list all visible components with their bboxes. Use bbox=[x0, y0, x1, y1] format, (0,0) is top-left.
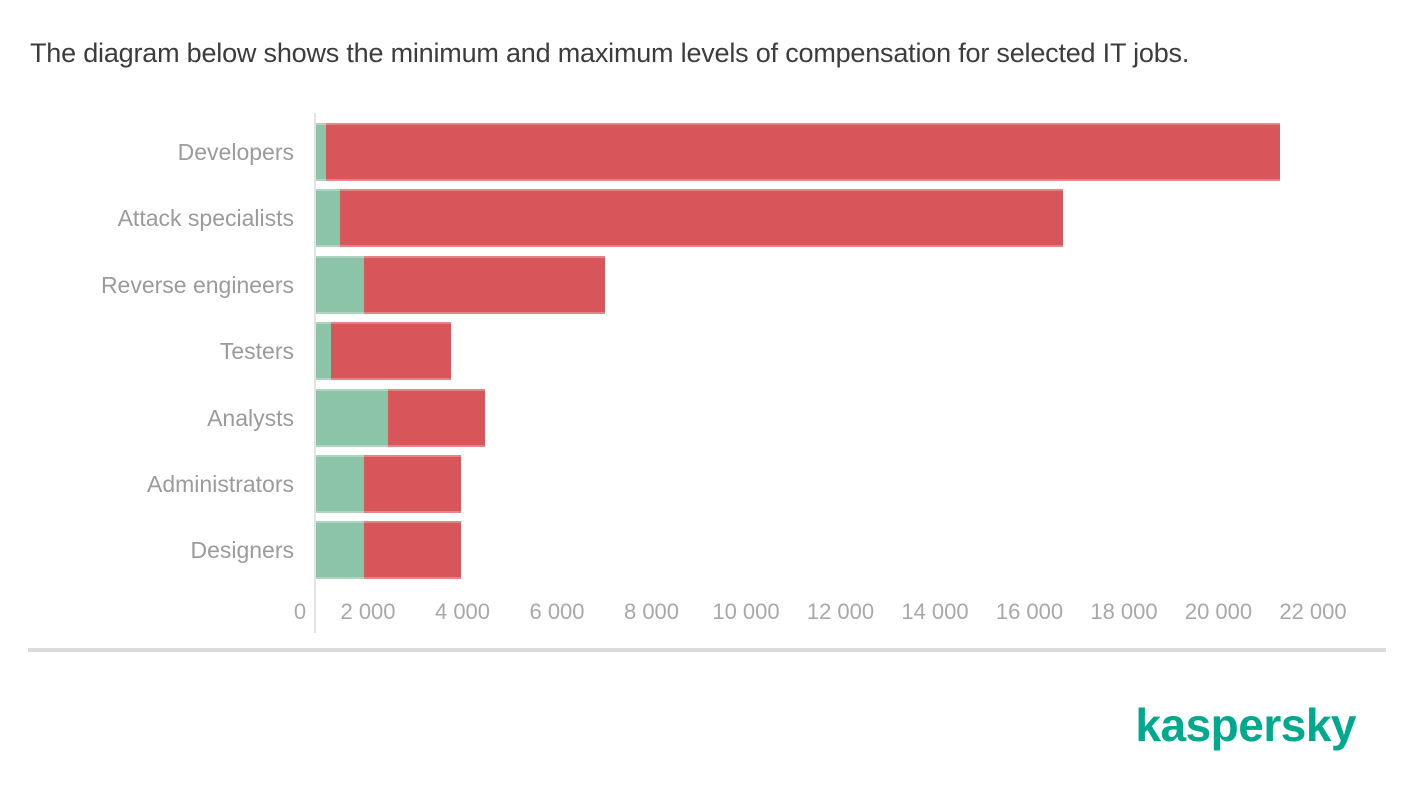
min-bar-segment bbox=[316, 455, 365, 513]
x-tick-label: 16 000 bbox=[995, 599, 1064, 624]
max-bar-segment bbox=[364, 255, 606, 314]
min-bar-segment bbox=[316, 322, 331, 381]
separator-line bbox=[28, 648, 1386, 652]
category-label: Developers bbox=[177, 139, 294, 165]
category-label: Analysts bbox=[207, 404, 294, 431]
x-tick-label: 8 000 bbox=[623, 599, 680, 624]
bar-row bbox=[316, 123, 1280, 181]
category-label: Reverse engineers bbox=[100, 271, 294, 298]
min-bar-segment bbox=[316, 189, 341, 248]
x-tick-label: 20 000 bbox=[1184, 599, 1253, 624]
x-tick-label: 12 000 bbox=[806, 599, 875, 624]
max-bar-segment bbox=[364, 455, 461, 513]
x-tick-label: 6 000 bbox=[529, 599, 585, 624]
x-tick-label: 18 000 bbox=[1090, 599, 1158, 624]
x-tick-label: 0 bbox=[293, 599, 307, 624]
x-tick-label: 22 000 bbox=[1279, 599, 1347, 624]
x-tick-label: 14 000 bbox=[901, 599, 969, 624]
max-bar-segment bbox=[330, 322, 451, 381]
kaspersky-logo: kaspersky bbox=[1135, 699, 1356, 751]
bar-row bbox=[316, 521, 461, 580]
x-axis-tick-labels: 0 2 000 4 000 6 000 8 000 10 000 12 000 14 000 1… bbox=[294, 599, 1396, 627]
max-bar-segment bbox=[340, 189, 1064, 248]
bar-row bbox=[316, 322, 451, 381]
max-bar-segment bbox=[388, 388, 485, 447]
category-label: Attack specialists bbox=[117, 205, 294, 232]
bar-row bbox=[316, 388, 485, 447]
x-tick-label: 4 000 bbox=[434, 599, 491, 624]
min-bar-segment bbox=[316, 255, 365, 314]
category-label: Testers bbox=[219, 338, 294, 365]
min-bar-segment bbox=[316, 521, 365, 580]
bar-row bbox=[316, 189, 1064, 248]
category-label: Administrators bbox=[147, 471, 294, 497]
bar-row bbox=[316, 455, 461, 513]
max-bar-segment bbox=[364, 521, 461, 580]
min-bar-segment bbox=[316, 123, 326, 181]
bar-row bbox=[316, 255, 606, 314]
x-tick-label: 10 000 bbox=[712, 599, 780, 624]
category-label: Designers bbox=[190, 537, 294, 564]
min-bar-segment bbox=[316, 388, 389, 447]
max-bar-segment bbox=[325, 123, 1280, 181]
y-axis-line bbox=[314, 113, 316, 633]
x-tick-label: 2 000 bbox=[340, 599, 396, 624]
chart-title: The diagram below shows the minimum and … bbox=[30, 38, 1190, 68]
